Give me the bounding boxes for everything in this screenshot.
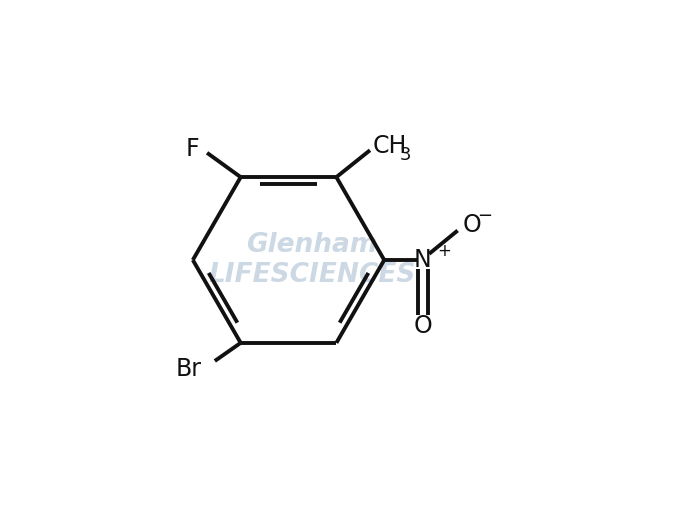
Text: F: F [186, 137, 199, 161]
Text: +: + [437, 242, 451, 259]
Text: O: O [463, 213, 482, 237]
Text: −: − [477, 207, 493, 225]
Text: CH: CH [372, 134, 407, 158]
Text: O: O [413, 314, 432, 338]
Text: Br: Br [176, 357, 202, 381]
Text: 3: 3 [400, 146, 411, 164]
Text: Glenham
LIFESCIENCES: Glenham LIFESCIENCES [208, 232, 416, 288]
Text: N: N [414, 248, 432, 272]
